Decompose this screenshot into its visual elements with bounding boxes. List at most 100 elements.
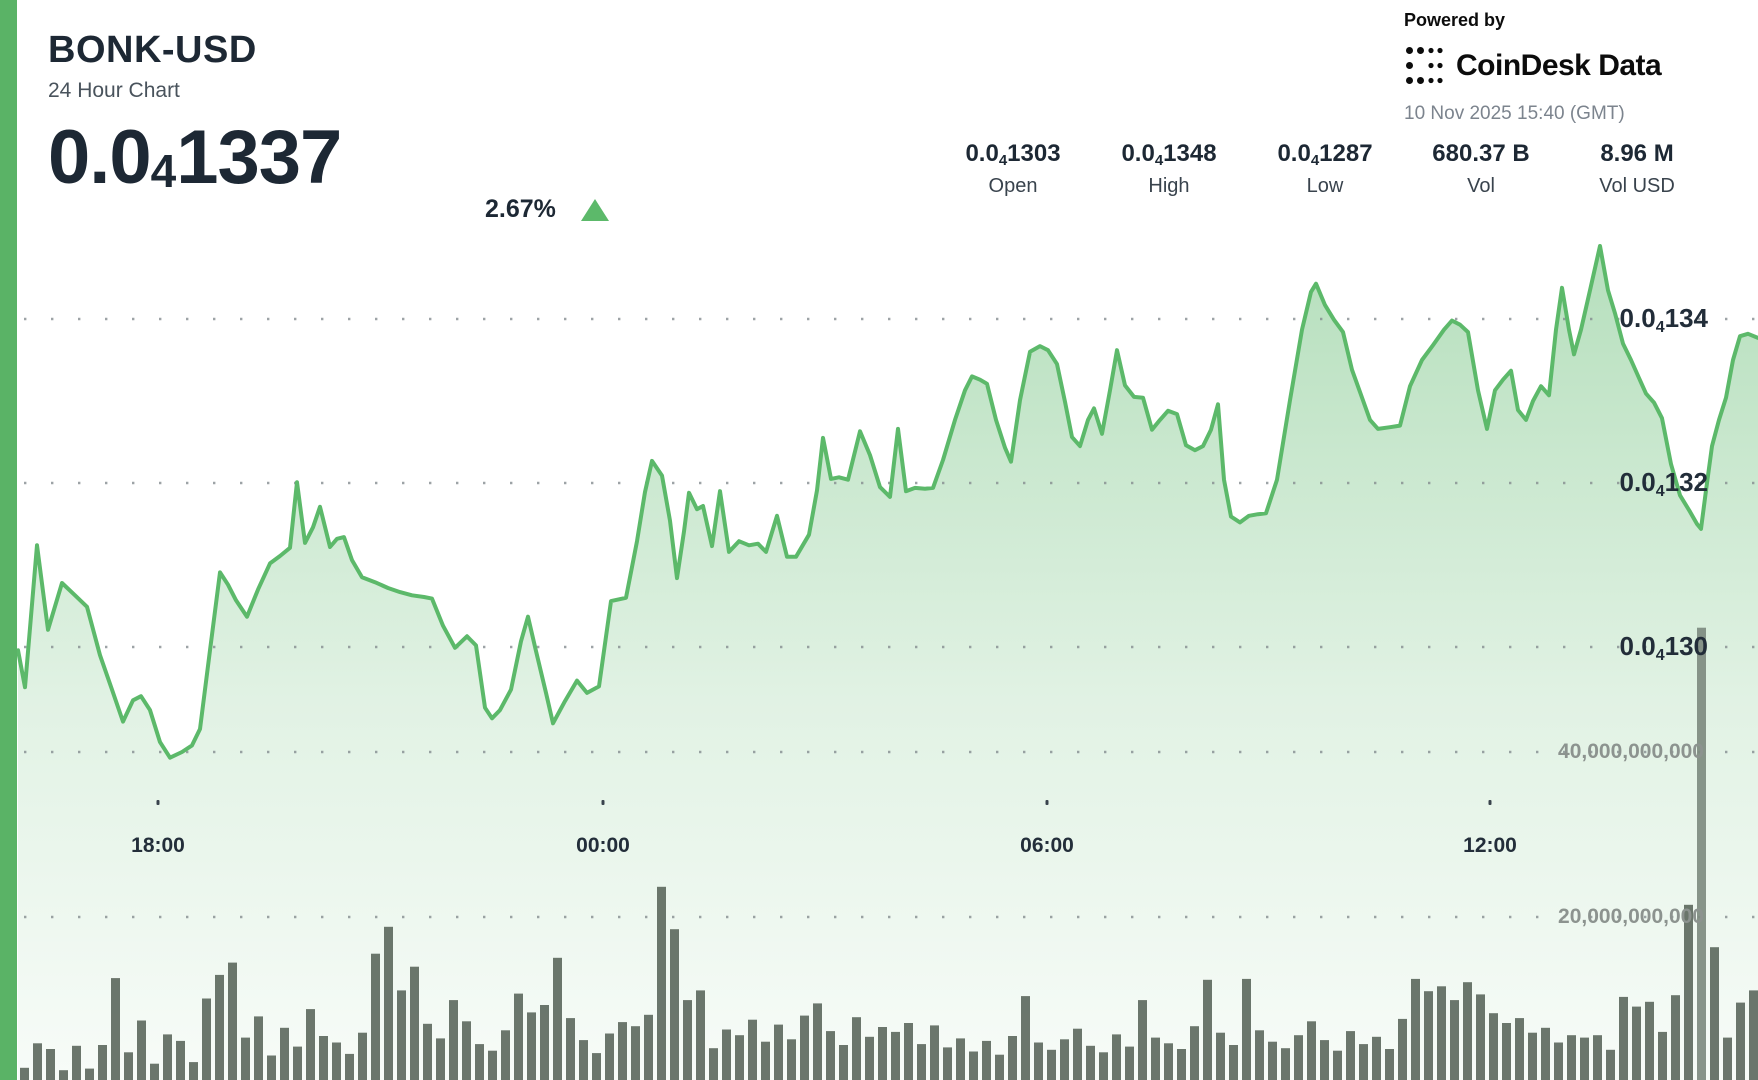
volume-bar <box>1385 1049 1394 1080</box>
volume-bar <box>527 1012 536 1080</box>
volume-bar <box>228 962 237 1080</box>
volume-bar <box>1749 990 1758 1080</box>
volume-bar <box>1645 1001 1654 1080</box>
volume-bar <box>1580 1037 1589 1080</box>
volume-bar <box>618 1022 627 1080</box>
price-axis-label: 0.04134 <box>1619 303 1708 336</box>
volume-bar <box>371 953 380 1080</box>
stat-vol-usd: 8.96 M Vol USD <box>1559 140 1715 198</box>
stat-vol: 680.37 B Vol <box>1403 140 1559 198</box>
volume-bar <box>1671 995 1680 1080</box>
volume-bar <box>631 1026 640 1080</box>
volume-bar <box>813 1003 822 1080</box>
volume-bar <box>241 1037 250 1080</box>
volume-bar <box>514 993 523 1080</box>
price-axis-label: 0.04130 <box>1619 631 1708 664</box>
volume-bar <box>592 1053 601 1080</box>
volume-bar <box>358 1032 367 1080</box>
volume-bar <box>1411 978 1420 1080</box>
stat-low-label: Low <box>1306 174 1344 197</box>
volume-bar <box>1008 1036 1017 1080</box>
volume-bar <box>566 1018 575 1080</box>
volume-bar <box>449 1000 458 1080</box>
volume-bar <box>1502 1023 1511 1080</box>
volume-bar <box>1736 1002 1745 1080</box>
volume-bar <box>1541 1027 1550 1080</box>
volume-bar <box>1684 904 1693 1080</box>
volume-bar <box>748 1019 757 1080</box>
volume-bar <box>1450 1000 1459 1080</box>
volume-bar <box>124 1052 133 1080</box>
volume-bar <box>85 1068 94 1080</box>
volume-bar <box>865 1036 874 1080</box>
volume-bar <box>150 1063 159 1080</box>
volume-bar <box>1086 1045 1095 1080</box>
volume-bar <box>215 974 224 1080</box>
volume-bar <box>410 966 419 1080</box>
volume-bar <box>436 1038 445 1080</box>
volume-bar <box>982 1040 991 1080</box>
volume-bar <box>1619 996 1628 1080</box>
volume-bar <box>956 1038 965 1080</box>
volume-bar <box>1320 1040 1329 1080</box>
volume-bar <box>267 1055 276 1080</box>
coindesk-data-logo[interactable]: CoinDesk Data <box>1404 45 1724 87</box>
volume-bar <box>657 886 666 1080</box>
volume-bar <box>787 1039 796 1080</box>
volume-bar <box>1476 994 1485 1080</box>
time-axis-label: 06:00 <box>1020 834 1074 857</box>
volume-bar <box>475 1044 484 1080</box>
volume-bar <box>774 1024 783 1080</box>
volume-bar <box>462 1021 471 1080</box>
volume-bar <box>917 1044 926 1080</box>
volume-bar <box>1034 1042 1043 1080</box>
volume-bar <box>878 1027 887 1080</box>
volume-bar <box>1125 1046 1134 1080</box>
price-digits: 1337 <box>176 115 342 200</box>
volume-bar <box>1203 979 1212 1080</box>
up-triangle-icon <box>581 199 609 221</box>
volume-bar <box>1398 1018 1407 1080</box>
volume-bar <box>1593 1035 1602 1080</box>
volume-bar <box>1060 1039 1069 1080</box>
volume-bar <box>709 1048 718 1080</box>
volume-bar <box>670 929 679 1080</box>
volume-bar <box>1437 986 1446 1080</box>
volume-axis-label: 40,000,000,000 <box>1558 740 1704 763</box>
volume-bar <box>319 1036 328 1080</box>
stat-vol-label: Vol <box>1467 174 1495 197</box>
volume-bar <box>579 1040 588 1080</box>
volume-bar <box>891 1031 900 1080</box>
volume-bar <box>800 1015 809 1080</box>
price-subscript: 4 <box>150 145 177 197</box>
volume-bar <box>59 1070 68 1080</box>
time-axis-label: 00:00 <box>576 834 630 857</box>
volume-bar <box>1190 1026 1199 1080</box>
volume-bar <box>1138 1000 1147 1080</box>
stat-low: 0.041287 Low <box>1247 140 1403 198</box>
volume-bar <box>1151 1037 1160 1080</box>
chart-timestamp: 10 Nov 2025 15:40 (GMT) <box>1404 103 1625 124</box>
volume-bar <box>1268 1041 1277 1080</box>
volume-bar <box>33 1043 42 1080</box>
volume-bar <box>501 1030 510 1080</box>
volume-bar <box>1164 1043 1173 1080</box>
volume-bar <box>540 1005 549 1080</box>
volume-bar <box>735 1035 744 1080</box>
volume-bar <box>904 1023 913 1080</box>
volume-bar <box>1242 978 1251 1080</box>
volume-bar <box>1281 1048 1290 1080</box>
left-accent-bar <box>0 0 17 1080</box>
volume-bar <box>202 998 211 1080</box>
price-prefix: 0.0 <box>48 115 152 200</box>
stat-high-label: High <box>1148 174 1190 197</box>
volume-bar <box>683 1000 692 1080</box>
volume-bar <box>605 1033 614 1080</box>
volume-bar <box>1463 982 1472 1080</box>
volume-bar <box>345 1053 354 1080</box>
volume-bar <box>553 957 562 1080</box>
volume-bar <box>969 1051 978 1080</box>
volume-bar <box>137 1020 146 1080</box>
price-line <box>16 244 1758 760</box>
